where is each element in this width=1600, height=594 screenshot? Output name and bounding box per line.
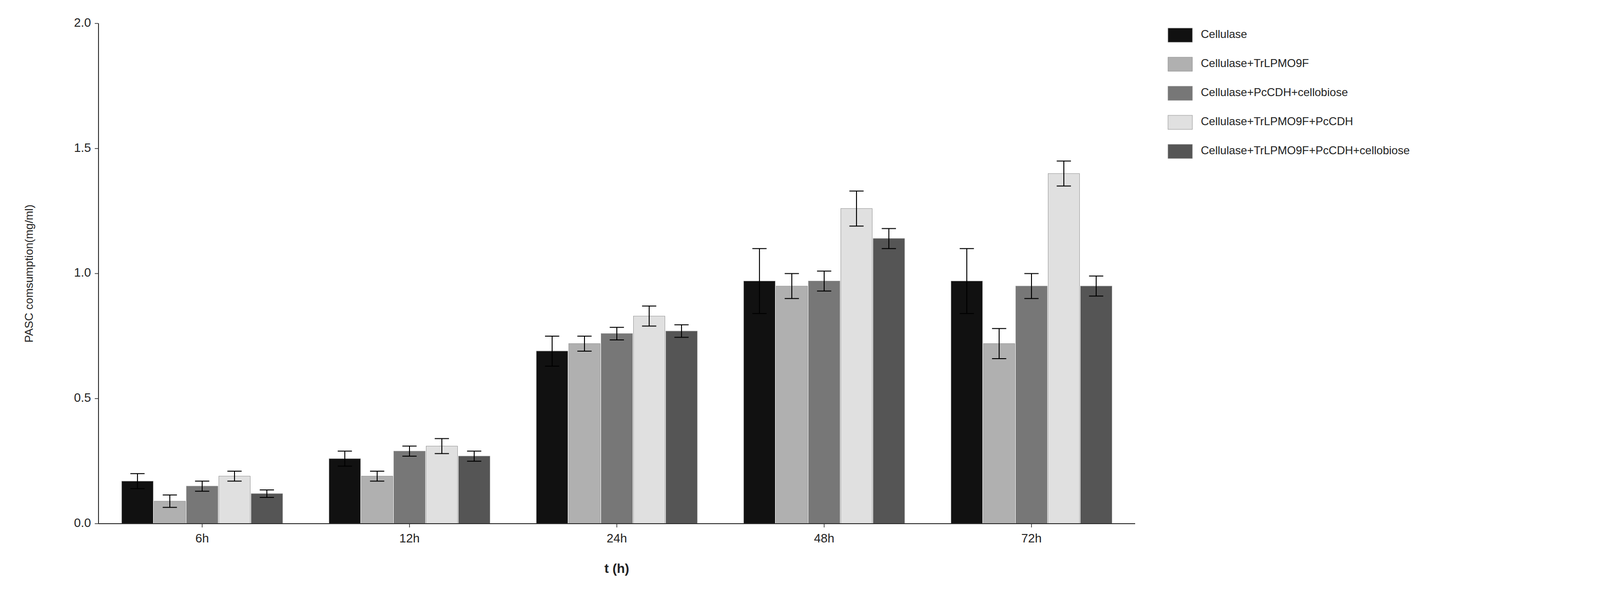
error-bar — [817, 271, 832, 292]
error-bar — [609, 327, 624, 341]
bar — [568, 343, 601, 524]
bar — [601, 333, 633, 524]
y-tick — [94, 22, 99, 24]
x-tick — [1031, 523, 1032, 528]
legend-label: Cellulase — [1200, 27, 1248, 41]
error-bar — [752, 248, 767, 314]
bar — [250, 493, 283, 524]
bar — [361, 476, 394, 524]
y-axis-label: PASC comsumption(mg/ml) — [22, 204, 36, 343]
legend-label: Cellulase+TrLPMO9F — [1200, 56, 1310, 70]
error-bar — [674, 325, 689, 338]
x-tick — [409, 523, 410, 528]
error-bar — [162, 495, 177, 509]
y-tick — [94, 523, 99, 525]
bar — [394, 451, 426, 524]
bar — [329, 458, 361, 524]
bar — [983, 343, 1016, 524]
error-bar — [195, 481, 210, 492]
error-bar — [545, 336, 560, 367]
error-bar — [849, 190, 864, 227]
bar — [1047, 173, 1080, 524]
error-bar — [370, 471, 385, 482]
y-tick-label: 1.5 — [74, 140, 91, 155]
bar — [458, 456, 490, 524]
bar — [776, 286, 808, 524]
bar — [425, 446, 458, 524]
y-tick-label: 0.5 — [74, 390, 91, 405]
bar — [840, 208, 873, 524]
error-bar — [467, 451, 482, 462]
axes: 0.0 0.5 1.0 1.5 2.0 6h 12h 24h 48h 72h — [74, 15, 1136, 546]
error-bar — [130, 473, 145, 489]
error-bar — [1056, 160, 1071, 186]
y-tick-label: 2.0 — [74, 15, 91, 30]
series — [250, 238, 1112, 524]
legend: Cellulase Cellulase+TrLPMO9F Cellulase+PcC… — [1167, 27, 1410, 159]
x-tick — [201, 523, 203, 528]
error-bar — [784, 273, 799, 299]
y-tick — [94, 273, 99, 275]
bar — [808, 281, 841, 524]
bar — [743, 281, 776, 524]
legend-label: Cellulase+TrLPMO9F+PcCDH+cellobiose — [1200, 144, 1410, 157]
bar — [665, 331, 698, 524]
legend-label: Cellulase+PcCDH+cellobiose — [1200, 85, 1349, 99]
x-tick — [616, 523, 618, 528]
error-bar — [992, 328, 1007, 359]
series — [218, 173, 1080, 524]
error-bars — [130, 160, 1104, 508]
bars — [121, 173, 1113, 524]
bar — [872, 238, 905, 524]
bar — [218, 476, 251, 524]
chart: 0.0 0.5 1.0 1.5 2.0 6h 12h 24h 48h 72h t (h) PASC c… — [0, 0, 1600, 594]
error-bar — [337, 451, 352, 467]
bar — [536, 351, 569, 524]
error-bar — [434, 439, 449, 455]
error-bar — [881, 228, 896, 249]
legend-swatch — [1167, 115, 1193, 130]
x-tick-label: 6h — [195, 531, 210, 546]
series — [186, 281, 1048, 524]
error-bar — [402, 446, 417, 457]
legend-swatch — [1167, 144, 1193, 159]
error-bar — [259, 490, 274, 498]
error-bar — [1089, 276, 1104, 297]
legend-swatch — [1167, 28, 1193, 43]
legend-label: Cellulase+TrLPMO9F+PcCDH — [1200, 114, 1354, 128]
error-bar — [959, 248, 974, 314]
error-bar — [642, 306, 657, 327]
error-bar — [227, 471, 242, 482]
y-tick — [94, 398, 99, 400]
error-bar — [1024, 273, 1039, 299]
x-tick-label: 48h — [813, 531, 835, 546]
bar — [1016, 286, 1048, 524]
legend-swatch — [1167, 86, 1193, 101]
error-bar — [577, 336, 592, 352]
x-tick-label: 24h — [606, 531, 627, 546]
legend-swatch — [1167, 57, 1193, 72]
y-tick-label: 1.0 — [74, 265, 91, 280]
x-tick — [823, 523, 825, 528]
x-tick-label: 12h — [399, 531, 420, 546]
y-tick — [94, 148, 99, 150]
bar — [186, 486, 219, 524]
bar — [633, 316, 665, 524]
x-tick-label: 72h — [1021, 531, 1042, 546]
bar — [1080, 286, 1112, 524]
bar — [951, 281, 983, 524]
x-axis-label: t (h) — [604, 561, 630, 577]
y-tick-label: 0.0 — [74, 515, 91, 531]
